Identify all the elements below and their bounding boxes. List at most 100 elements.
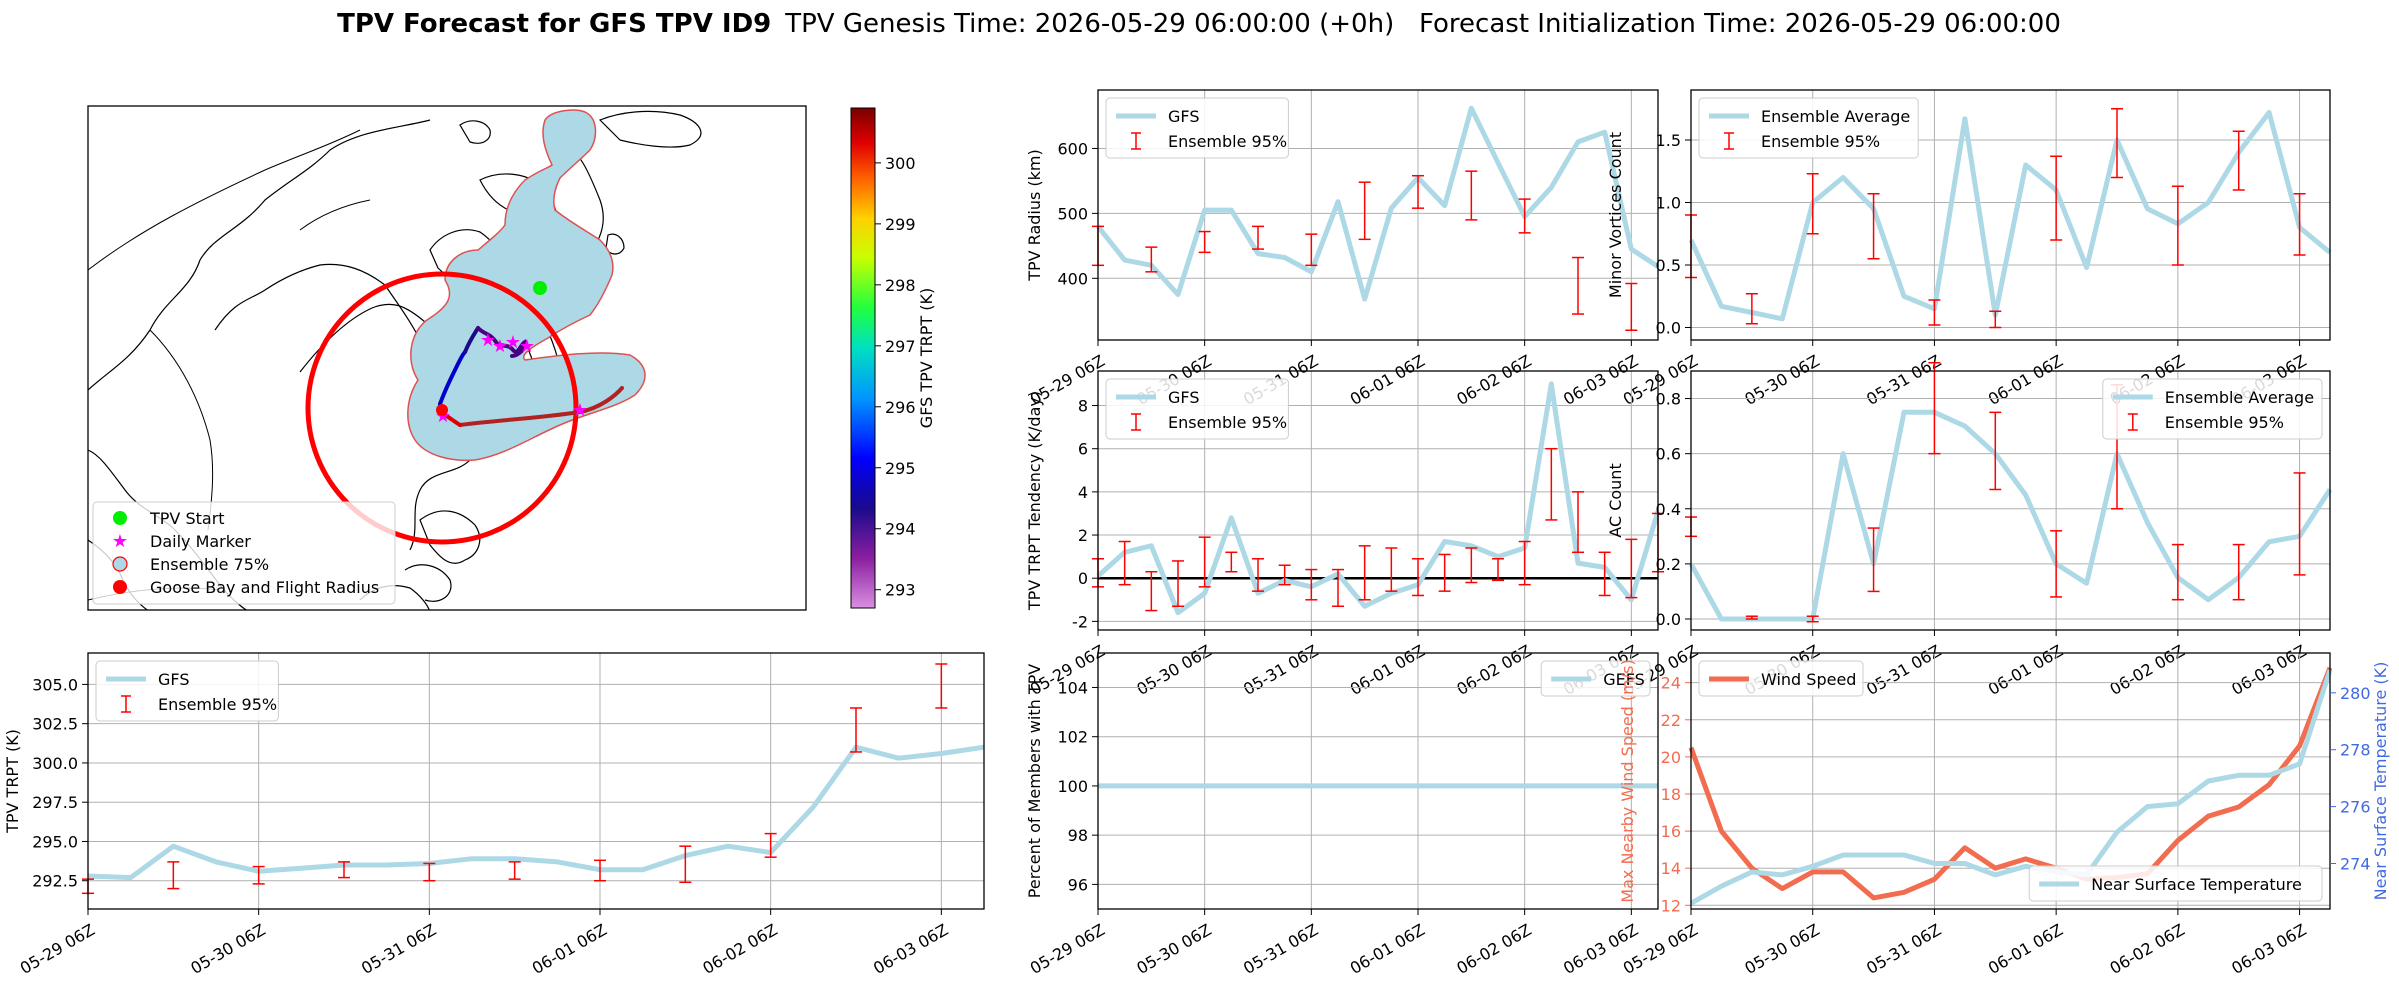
errorbar <box>594 859 606 882</box>
series-line <box>1688 409 2333 622</box>
y-tick-label: 18 <box>1661 785 1681 804</box>
errorbar <box>679 845 692 884</box>
legend: GEFS <box>1540 660 1651 697</box>
legend-label: GFS <box>1168 107 1199 126</box>
y-tick-label: 0.4 <box>1656 500 1681 519</box>
legend-label: Ensemble Average <box>2165 388 2314 407</box>
errorbar <box>2293 472 2306 576</box>
x-tick-label: 05-30 06Z <box>1133 641 1214 699</box>
errorbar <box>1198 230 1211 254</box>
y-tick-label: 0.0 <box>1656 319 1681 338</box>
y-tick-label: 8 <box>1078 397 1088 416</box>
y2-tick-label: 280 <box>2340 684 2371 703</box>
colorbar-tick-label: 298 <box>885 276 916 295</box>
star-icon: ★ <box>112 531 128 552</box>
chart-trpt: 292.5 295.0 297.5 300.0 302.5 305.0 05-29 06Z 0… <box>3 652 985 978</box>
legend-label: GFS <box>1168 388 1199 407</box>
y-tick-label: 0.6 <box>1656 445 1681 464</box>
errorbar <box>2293 193 2306 256</box>
series-line <box>1688 110 2332 322</box>
flight-radius <box>305 271 579 545</box>
svg-text:★: ★ <box>519 336 535 357</box>
errorbar <box>2050 530 2063 598</box>
errorbar <box>764 832 777 858</box>
errorbar <box>1492 558 1504 582</box>
y-tick-label: 1.5 <box>1656 131 1681 150</box>
errorbar <box>252 865 265 885</box>
errorbar <box>1465 170 1478 221</box>
legend-item: GFS <box>106 670 189 689</box>
errorbar <box>1989 310 2002 329</box>
x-tick-label: 06-01 06Z <box>1347 351 1428 409</box>
y-tick-label: 292.5 <box>32 872 78 891</box>
errorbar <box>1305 233 1318 267</box>
legend-item: Ensemble Average <box>2112 388 2314 407</box>
y-tick-label: 302.5 <box>32 715 78 734</box>
x-tick-label: 06-03 06Z <box>2228 641 2309 699</box>
y-tick-label: 2 <box>1078 526 1088 545</box>
axes-frame <box>1690 89 2331 341</box>
y-axis-label: TPV Radius (km) <box>1025 149 1044 282</box>
legend-label: GFS <box>158 670 189 689</box>
errorbar <box>1438 553 1451 592</box>
y-tick-label: 0.2 <box>1656 555 1681 574</box>
errorbar <box>2171 185 2184 266</box>
y-tick-label: 16 <box>1661 822 1681 841</box>
legend-label: Ensemble 95% <box>2165 413 2284 432</box>
y-tick-label: 1.0 <box>1656 194 1681 213</box>
errorbar <box>1806 173 1819 235</box>
colorbar-tick-label: 294 <box>885 520 916 539</box>
circle-icon <box>113 511 127 525</box>
y-axis-label: Max Nearby Wind Speed (m/s) <box>1618 659 1637 902</box>
errorbar <box>1385 547 1398 592</box>
errorbar <box>1745 615 1758 620</box>
legend: Ensemble Average Ensemble 95% <box>1698 97 1919 159</box>
x-tick-label: 05-31 06Z <box>1240 920 1321 978</box>
y-tick-label: 300.0 <box>32 754 78 773</box>
x-tick-label: 06-03 06Z <box>2228 920 2309 978</box>
y-tick-label: 305.0 <box>32 675 78 694</box>
y2-tick-label: 276 <box>2340 798 2371 817</box>
colorbar-tick-label: 297 <box>885 337 916 356</box>
legend-label: Ensemble 95% <box>1761 132 1880 151</box>
colorbar-tick-label: 295 <box>885 459 916 478</box>
errorbar <box>167 861 180 890</box>
legend: Near Surface Temperature <box>2028 865 2323 902</box>
legend-item: Ensemble 95% <box>2127 413 2284 432</box>
errorbar <box>1278 564 1291 586</box>
map-legend-label: Daily Marker <box>150 532 251 551</box>
series-line <box>1096 381 1661 616</box>
y-tick-label: 24 <box>1661 674 1681 693</box>
x-tick-label: 05-31 06Z <box>1863 641 1944 699</box>
map-legend-item: Goose Bay and Flight Radius <box>113 578 379 597</box>
y-tick-label: 14 <box>1661 859 1681 878</box>
series-line <box>1688 666 2333 901</box>
errorbar <box>1572 491 1584 554</box>
errorbar <box>423 862 436 882</box>
y2-tick-label: 278 <box>2340 741 2371 760</box>
map-legend-label: TPV Start <box>149 509 225 528</box>
errorbar <box>1172 560 1184 608</box>
axes-frame <box>1097 370 1659 631</box>
errorbar <box>1358 545 1371 601</box>
axes-frame <box>87 652 985 910</box>
errorbar <box>2171 543 2184 601</box>
legend-label: Ensemble 95% <box>1168 132 1287 151</box>
x-tick-label: 06-01 06Z <box>1985 920 2066 978</box>
errorbar <box>1745 293 1758 325</box>
y-tick-label: 22 <box>1661 711 1681 730</box>
y-tick-label: 500 <box>1057 204 1088 223</box>
y-axis-label: TPV TRPT Tendency (K/day) <box>1025 391 1044 611</box>
colorbar-tick-label: 299 <box>885 215 916 234</box>
errorbar <box>1598 551 1611 597</box>
map-frame <box>87 105 807 611</box>
y-tick-label: 96 <box>1068 875 1088 894</box>
errorbar <box>338 861 350 879</box>
x-tick-label: 06-01 06Z <box>1347 920 1428 978</box>
x-tick-label: 05-31 06Z <box>1863 351 1944 409</box>
title-bold: TPV Forecast for GFS TPV ID9 <box>337 9 771 39</box>
x-tick-label: 05-31 06Z <box>1240 641 1321 699</box>
x-tick-label: 06-02 06Z <box>699 920 780 978</box>
